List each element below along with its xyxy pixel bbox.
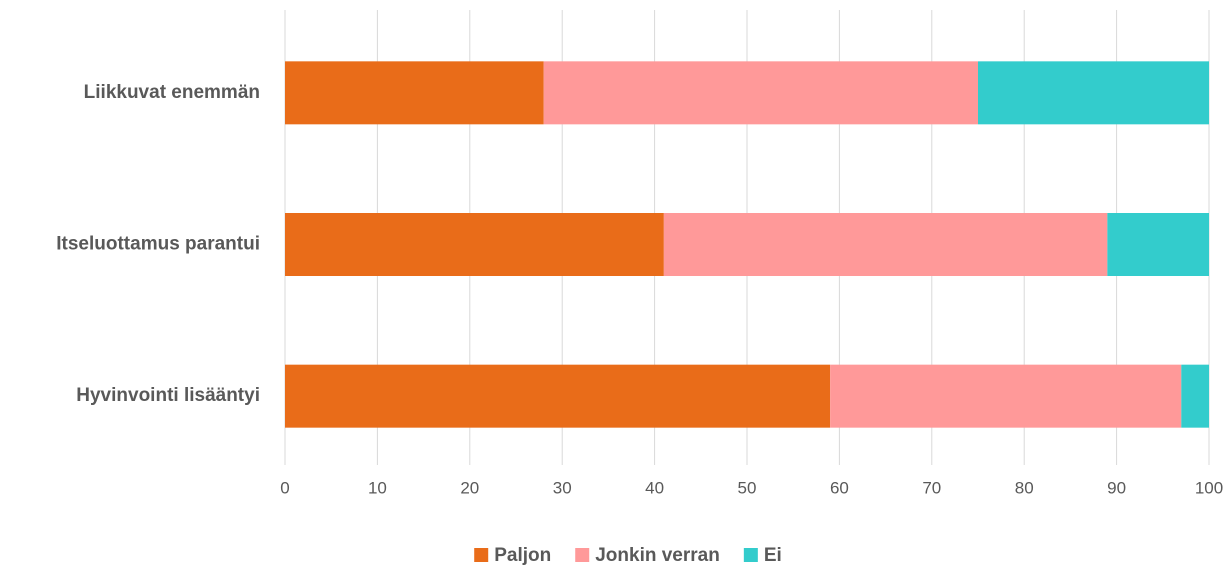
x-tick-label: 100 — [1195, 478, 1223, 497]
legend-swatch — [474, 548, 489, 562]
x-tick-label: 40 — [645, 478, 664, 497]
category-label: Liikkuvat enemmän — [84, 82, 260, 103]
x-tick-label: 80 — [1015, 478, 1034, 497]
x-tick-label: 30 — [553, 478, 572, 497]
legend-label: Paljon — [494, 545, 551, 566]
x-tick-label: 20 — [460, 478, 479, 497]
bar-segment — [830, 364, 1182, 428]
bar-segment — [543, 61, 978, 125]
category-label: Hyvinvointi lisääntyi — [76, 385, 260, 406]
x-tick-label: 90 — [1107, 478, 1126, 497]
bar-segment — [663, 213, 1108, 276]
legend-label: Ei — [764, 545, 782, 566]
category-label: Itseluottamus parantui — [56, 234, 260, 255]
bar-segment — [285, 364, 831, 428]
bar-segment — [1107, 213, 1209, 276]
bar-segment — [285, 213, 664, 276]
x-tick-label: 70 — [922, 478, 941, 497]
bar-segment — [978, 61, 1209, 125]
bar-segment — [1181, 364, 1209, 428]
x-tick-label: 10 — [368, 478, 387, 497]
x-tick-label: 0 — [280, 478, 289, 497]
legend-swatch — [575, 548, 590, 562]
legend-swatch — [743, 548, 758, 562]
legend-label: Jonkin verran — [595, 545, 720, 566]
bar-segment — [285, 61, 544, 125]
x-tick-label: 60 — [830, 478, 849, 497]
x-tick-label: 50 — [738, 478, 757, 497]
